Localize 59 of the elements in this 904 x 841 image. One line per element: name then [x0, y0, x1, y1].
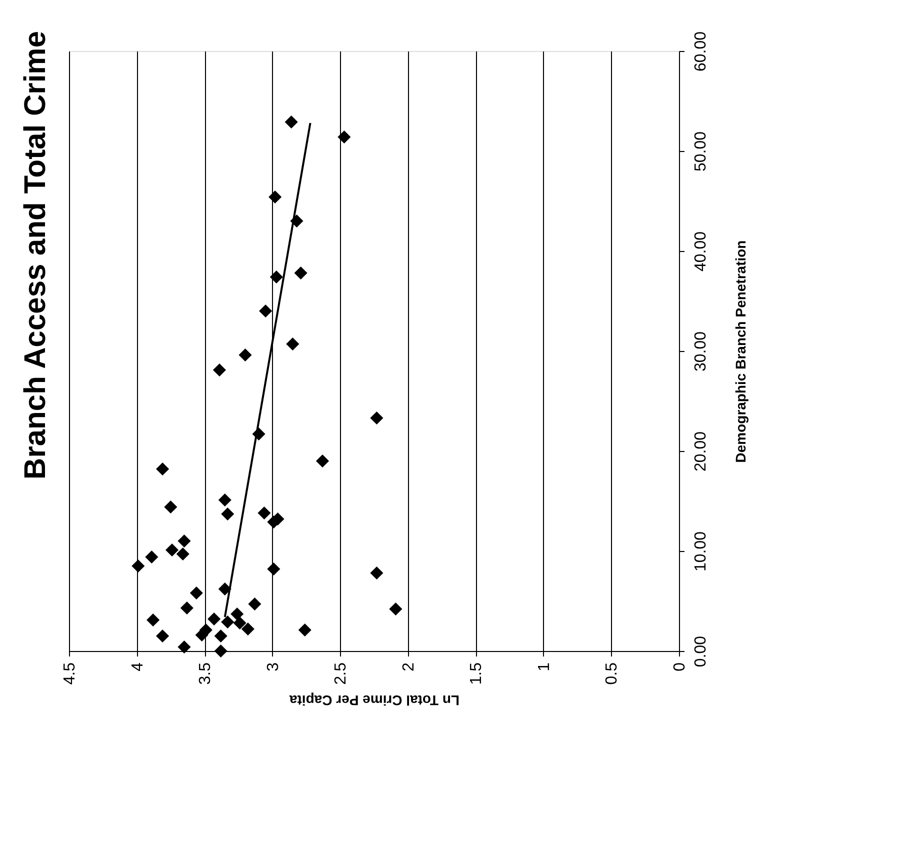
- x-tick-label: 2: [400, 662, 418, 672]
- point: [294, 266, 308, 280]
- y-tick-label: 60.00: [692, 31, 710, 72]
- point: [180, 601, 194, 615]
- point: [230, 607, 244, 621]
- y-tick-label: 50.00: [692, 131, 710, 172]
- point: [370, 411, 384, 425]
- point: [259, 304, 272, 318]
- point: [298, 623, 312, 637]
- point: [178, 534, 191, 548]
- point: [145, 550, 158, 564]
- point: [270, 270, 283, 284]
- point: [146, 613, 160, 627]
- x-tick-label: 3: [264, 662, 282, 672]
- point: [218, 582, 232, 596]
- x-tick-label: 4: [129, 662, 146, 672]
- point: [338, 130, 351, 144]
- point: [248, 597, 262, 611]
- point: [233, 616, 246, 630]
- point: [389, 602, 402, 616]
- point: [286, 337, 300, 351]
- point: [166, 543, 179, 557]
- point: [164, 500, 178, 514]
- y-tick-label: 10.00: [692, 531, 710, 572]
- y-axis-title: Demographic Branch Penetration: [732, 240, 748, 463]
- point: [176, 547, 190, 561]
- x-tick-label: 3.5: [197, 662, 214, 685]
- point: [156, 462, 170, 476]
- point: [208, 612, 221, 626]
- point: [268, 190, 282, 204]
- point: [284, 115, 298, 129]
- x-tick-label: 4.5: [62, 662, 78, 685]
- point: [370, 566, 384, 580]
- point: [212, 363, 226, 377]
- point: [132, 559, 145, 573]
- y-tick-label: 30.00: [692, 331, 710, 372]
- point: [214, 644, 228, 658]
- point: [258, 506, 271, 520]
- point: [238, 348, 252, 362]
- point: [316, 454, 330, 468]
- x-tick-label: 0: [672, 662, 688, 672]
- point: [267, 562, 280, 576]
- x-axis-title: Ln Total Crime Per Capita: [289, 692, 460, 709]
- y-tick-label: 40.00: [692, 231, 710, 272]
- y-tick-label: 0.00: [692, 636, 710, 668]
- point: [178, 640, 191, 654]
- x-tick-label: 2.5: [332, 662, 350, 685]
- point: [218, 493, 232, 507]
- point: [214, 629, 228, 643]
- x-tick-label: 1: [536, 662, 553, 672]
- x-tick-label: 0.5: [604, 662, 621, 685]
- point: [190, 586, 203, 600]
- text: Branch Access and Total Crime: [19, 30, 52, 480]
- point: [221, 615, 234, 629]
- y-tick-label: 20.00: [692, 431, 710, 472]
- x-tick-label: 1.5: [468, 662, 486, 685]
- point: [221, 507, 234, 521]
- point: [156, 629, 170, 643]
- point: [241, 622, 254, 636]
